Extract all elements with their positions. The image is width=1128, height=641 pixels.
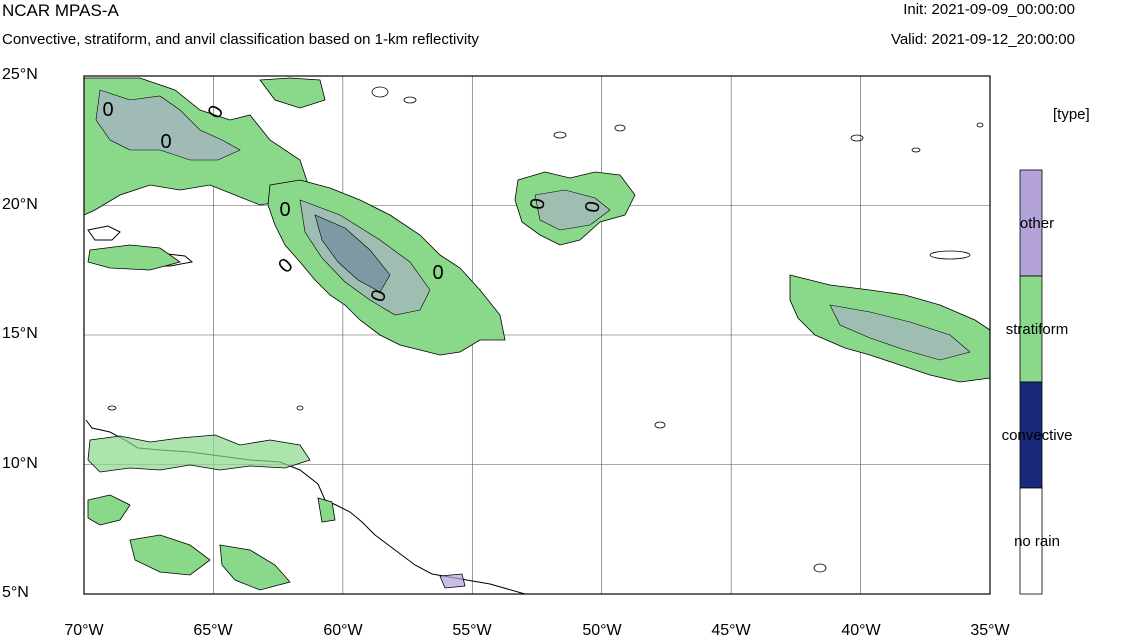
map-subtitle: Convective, stratiform, and anvil classi… bbox=[2, 31, 479, 48]
x-tick-label: 65°W bbox=[193, 622, 233, 639]
y-tick-label: 5°N bbox=[2, 584, 29, 601]
y-tick-label: 10°N bbox=[2, 455, 38, 472]
contour-label: 0 bbox=[160, 131, 171, 153]
x-tick-label: 50°W bbox=[582, 622, 622, 639]
scattered-cells bbox=[107, 86, 984, 573]
y-tick-label: 25°N bbox=[2, 66, 38, 83]
legend-label-stratiform: stratiform bbox=[1005, 321, 1069, 338]
contour-label: 0 bbox=[581, 200, 605, 215]
legend-swatch-no-rain bbox=[1019, 487, 1043, 595]
legend-label-other: other bbox=[1019, 215, 1055, 232]
x-tick-label: 40°W bbox=[841, 622, 881, 639]
x-tick-label: 55°W bbox=[452, 622, 492, 639]
map-frame bbox=[83, 75, 991, 595]
precip-cluster-east bbox=[789, 274, 991, 383]
legend-title: [type] bbox=[1053, 106, 1090, 123]
y-tick-label: 20°N bbox=[2, 196, 38, 213]
legend-colorbar bbox=[1019, 169, 1043, 595]
contour-label: 0 bbox=[279, 199, 290, 221]
contour-label: 0 bbox=[526, 197, 550, 212]
precip-cluster-south bbox=[87, 434, 466, 591]
precip-cluster-atlantic bbox=[514, 171, 636, 246]
init-time: Init: 2021-09-09_00:00:00 bbox=[903, 1, 1075, 18]
map-title: NCAR MPAS-A bbox=[2, 1, 119, 20]
contour-label: 0 bbox=[102, 99, 113, 121]
precip-cluster-central bbox=[267, 179, 506, 356]
precip-cluster-northwest bbox=[83, 77, 326, 271]
x-tick-label: 70°W bbox=[64, 622, 104, 639]
x-tick-label: 45°W bbox=[711, 622, 751, 639]
y-tick-label: 15°N bbox=[2, 325, 38, 342]
legend-label-convective: convective bbox=[1001, 427, 1073, 444]
legend-label-no-rain: no rain bbox=[1014, 533, 1060, 550]
contour-label: 0 bbox=[432, 262, 443, 284]
valid-time: Valid: 2021-09-12_20:00:00 bbox=[890, 31, 1075, 48]
x-tick-label: 60°W bbox=[323, 622, 363, 639]
x-tick-label: 35°W bbox=[970, 622, 1010, 639]
